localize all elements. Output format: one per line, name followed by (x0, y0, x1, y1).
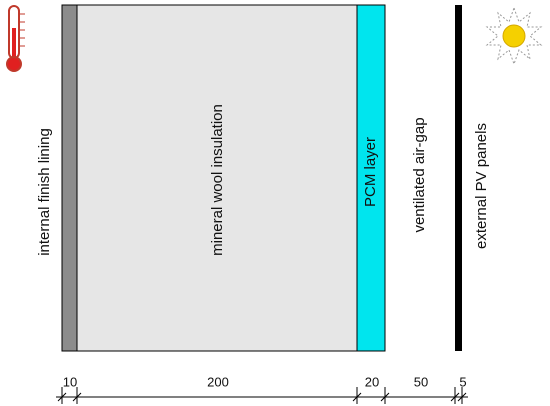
dimension-line (56, 387, 468, 404)
dimension-label: 10 (63, 374, 77, 389)
pv-panel-layer (455, 5, 462, 351)
mineral-wool-layer (76, 4, 358, 352)
dimension-label: 20 (365, 374, 379, 389)
thermometer-icon (6, 5, 25, 72)
layer-label: ventilated air-gap (411, 117, 428, 232)
layer-label: mineral wool insulation (209, 104, 226, 256)
dimension-label: 200 (207, 374, 229, 389)
layer-label: external PV panels (473, 123, 490, 249)
dimension-label: 50 (414, 374, 428, 389)
layer-label: internal finish lining (36, 128, 53, 256)
layer-label: PCM layer (362, 137, 379, 207)
finish-lining-layer (61, 4, 78, 352)
sun-icon (485, 6, 543, 66)
pcm-layer (356, 4, 386, 352)
dimension-label: 5 (459, 374, 466, 389)
